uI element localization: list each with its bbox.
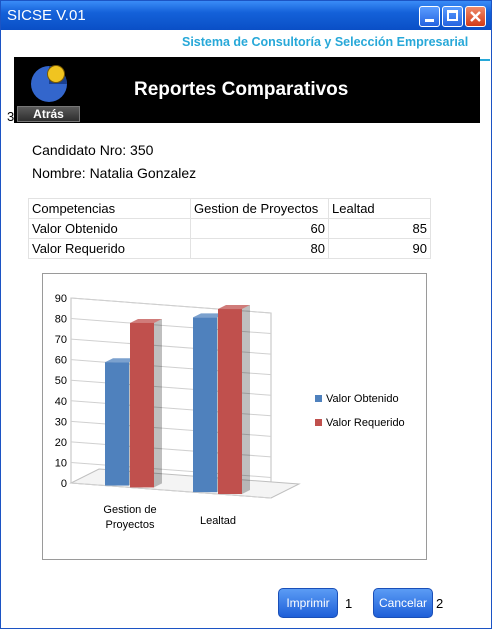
y-tick-label: 40 bbox=[55, 396, 67, 408]
cancel-number-label: 2 bbox=[436, 596, 444, 611]
candidate-number: Candidato Nro: 350 bbox=[32, 142, 154, 158]
title-bar[interactable]: SICSE V.01 bbox=[1, 1, 491, 30]
y-tick-label: 70 bbox=[55, 334, 67, 346]
comparison-table: Competencias Gestion de Proyectos Lealta… bbox=[28, 198, 431, 259]
table-header-cell: Gestion de Proyectos bbox=[190, 198, 329, 219]
brand-name: Sistema de Consultoría y Selección Empre… bbox=[182, 35, 469, 49]
y-tick-label: 80 bbox=[55, 314, 67, 326]
chart-bar bbox=[105, 362, 129, 486]
chart-bar-top bbox=[193, 313, 225, 318]
table-cell: 85 bbox=[328, 218, 431, 239]
cancel-button[interactable]: Cancelar bbox=[373, 588, 433, 618]
table-cell: 90 bbox=[328, 238, 431, 259]
table-header-cell: Competencias bbox=[28, 198, 191, 219]
legend-label: Valor Obtenido bbox=[326, 393, 399, 405]
table-cell: Valor Obtenido bbox=[28, 218, 191, 239]
y-tick-label: 0 bbox=[61, 478, 67, 490]
minimize-button[interactable] bbox=[419, 6, 440, 27]
chart-svg: 0 10 20 30 40 50 60 70 80 90 Gestion de Proyectos Le… bbox=[55, 293, 405, 531]
y-tick-label: 20 bbox=[55, 437, 67, 449]
back-button[interactable]: Atrás bbox=[17, 106, 80, 122]
table-row: Valor Requerido 80 90 bbox=[28, 238, 431, 259]
window-title: SICSE V.01 bbox=[7, 7, 86, 24]
table-header-row: Competencias Gestion de Proyectos Lealta… bbox=[28, 198, 431, 219]
legend-swatch bbox=[315, 419, 322, 426]
table-cell: Valor Requerido bbox=[28, 238, 191, 259]
chart-bar bbox=[130, 322, 154, 488]
table-cell: 60 bbox=[190, 218, 329, 239]
y-tick-label: 30 bbox=[55, 416, 67, 428]
report-header: Atrás Reportes Comparativos bbox=[14, 57, 480, 123]
chart-bar-top bbox=[130, 318, 162, 323]
table-row: Valor Obtenido 60 85 bbox=[28, 218, 431, 239]
print-number-label: 1 bbox=[345, 596, 353, 611]
comparison-chart: 0 10 20 30 40 50 60 70 80 90 Gestion de Proyectos Le… bbox=[42, 273, 427, 560]
candidate-name: Nombre: Natalia Gonzalez bbox=[32, 165, 197, 181]
chart-gridline bbox=[70, 482, 272, 499]
legend-label: Valor Requerido bbox=[326, 417, 405, 429]
page-title: Reportes Comparativos bbox=[134, 79, 349, 100]
chart-bar bbox=[193, 317, 217, 493]
maximize-button[interactable] bbox=[442, 6, 463, 27]
table-header-cell: Lealtad bbox=[328, 198, 431, 219]
y-tick-label: 60 bbox=[55, 355, 67, 367]
back-number-label: 3 bbox=[7, 109, 15, 124]
table-cell: 80 bbox=[190, 238, 329, 259]
chart-bar-side bbox=[242, 305, 250, 495]
y-tick-label: 50 bbox=[55, 375, 67, 387]
x-tick-label: Gestion de Proyectos bbox=[103, 504, 156, 531]
x-tick-label: Lealtad bbox=[200, 515, 236, 527]
print-button[interactable]: Imprimir bbox=[278, 588, 338, 618]
legend-swatch bbox=[315, 395, 322, 402]
chart-bar-side bbox=[154, 318, 162, 488]
close-button[interactable] bbox=[465, 6, 486, 27]
chart-bar-top bbox=[218, 305, 250, 310]
y-tick-label: 90 bbox=[55, 293, 67, 305]
pie-chart-logo-icon bbox=[31, 65, 67, 102]
chart-bar-top bbox=[105, 358, 137, 363]
chart-bar bbox=[218, 309, 242, 495]
close-icon bbox=[470, 11, 481, 22]
y-tick-label: 10 bbox=[55, 457, 67, 469]
